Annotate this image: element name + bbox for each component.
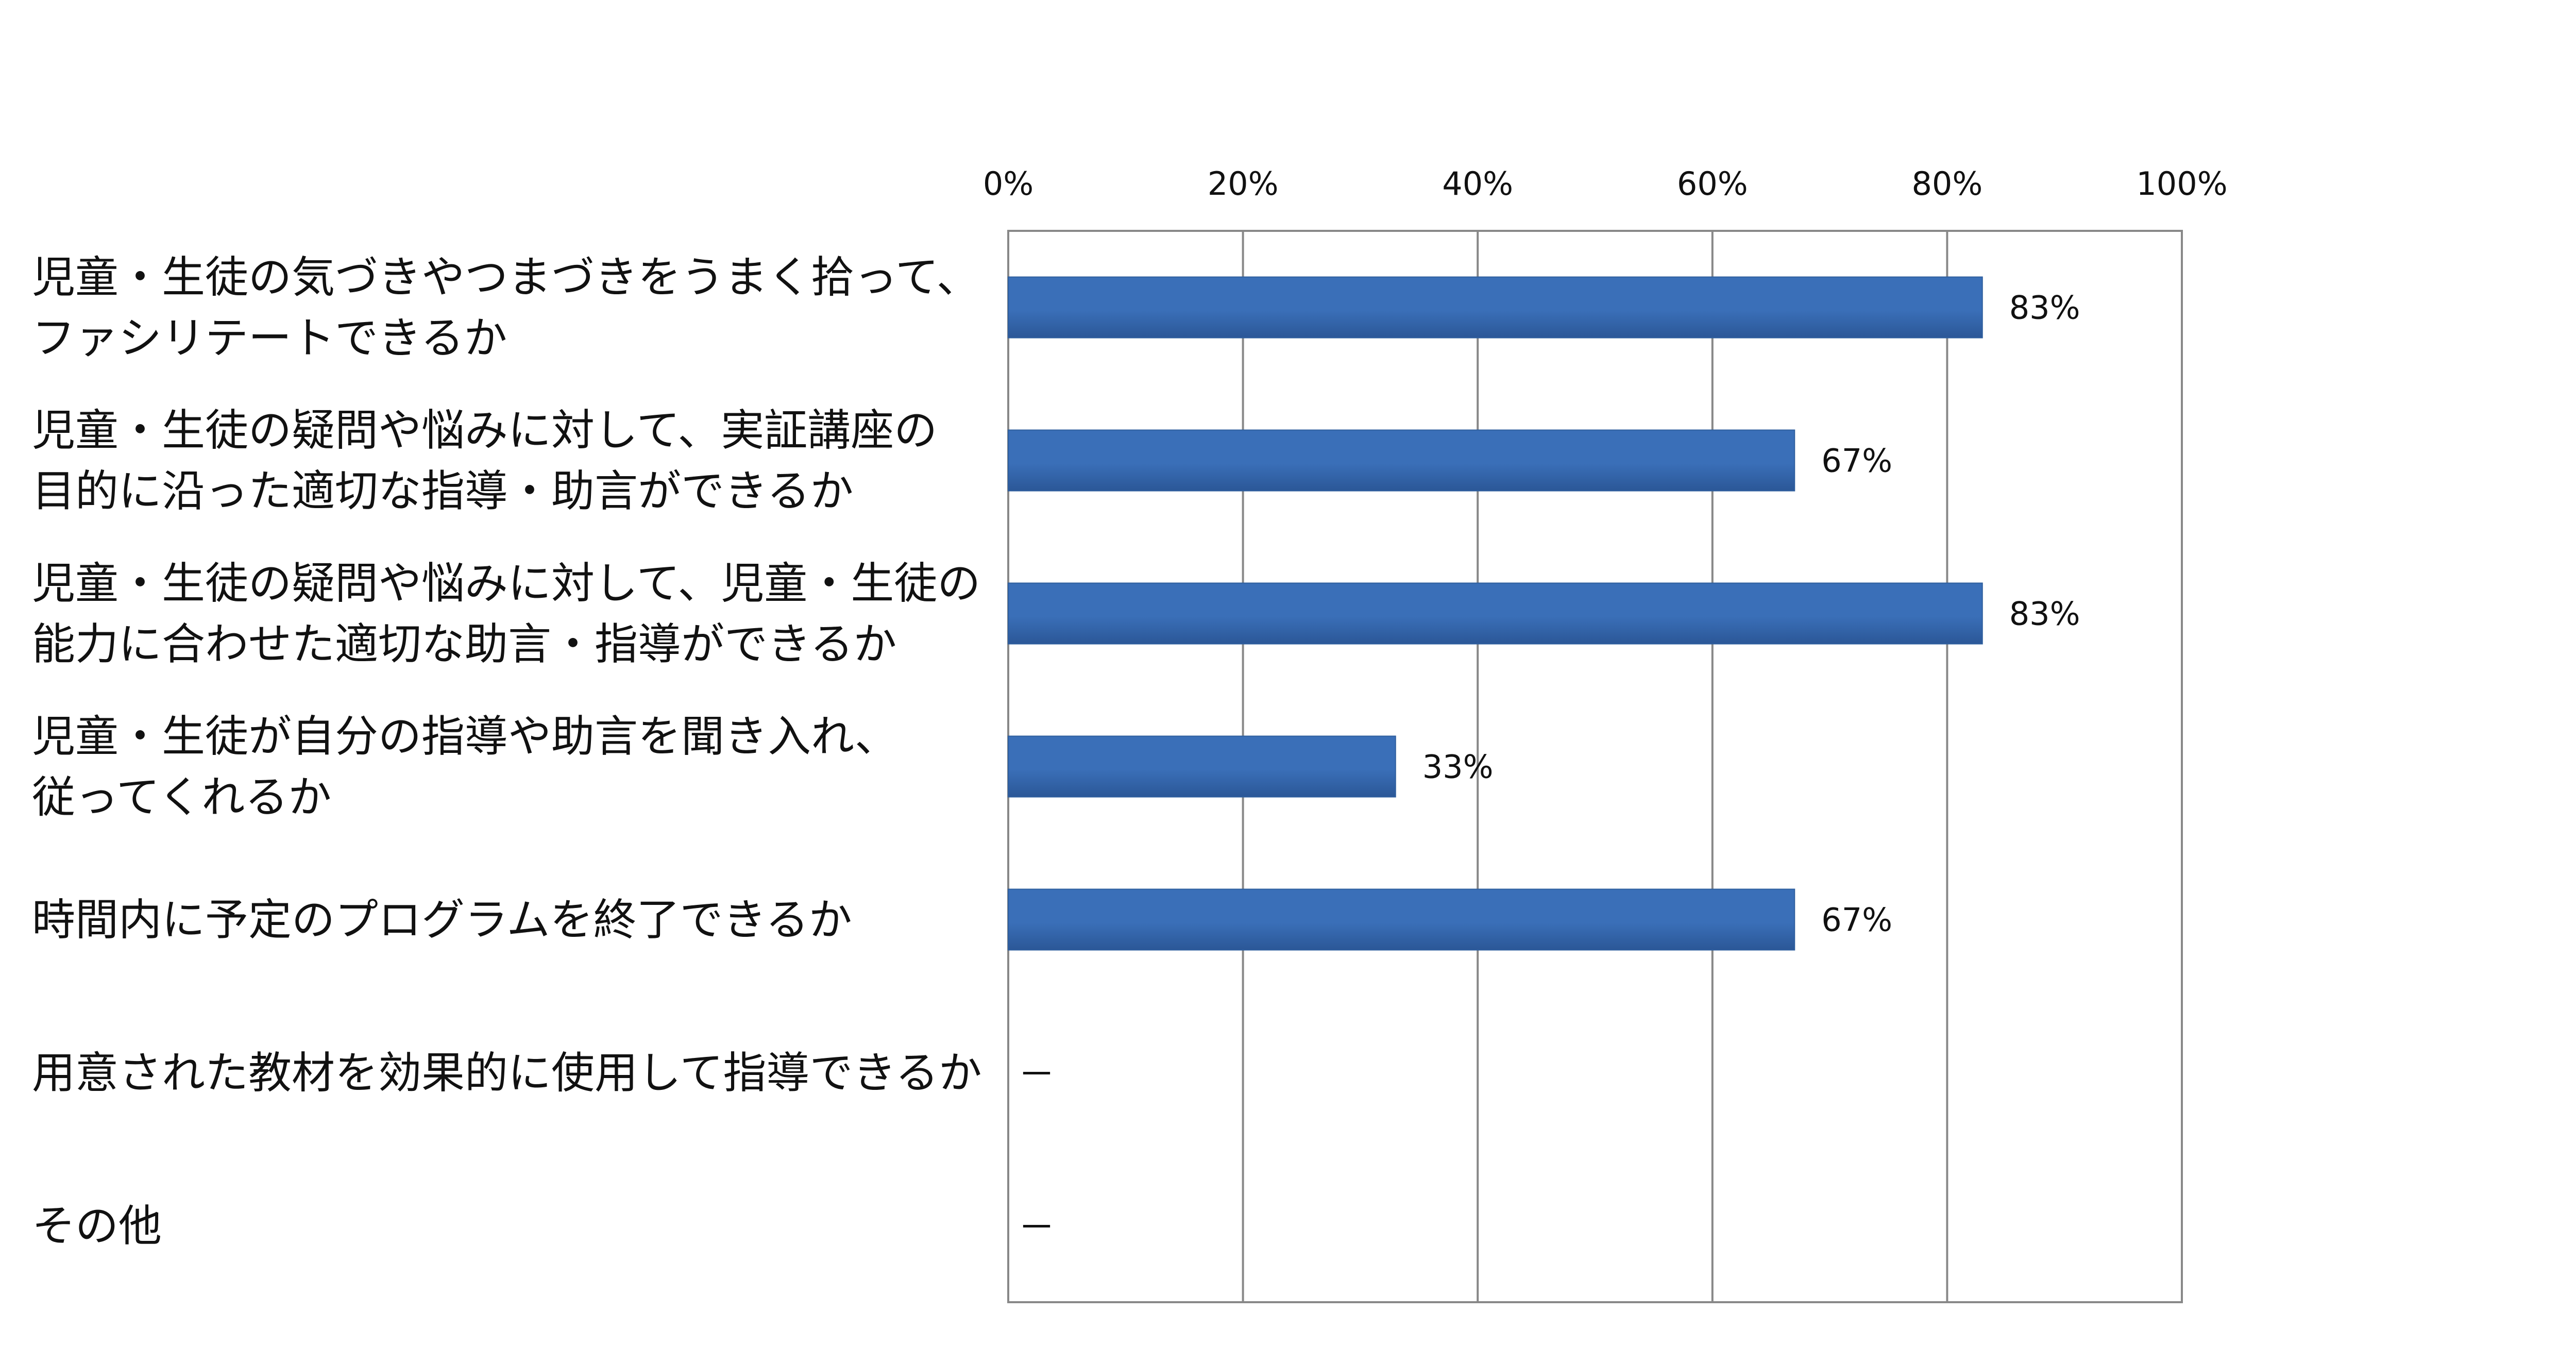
category-label-line: 児童・生徒の疑問や悩みに対して、児童・生徒の [32,558,981,609]
x-tick-label: 80% [1911,165,1982,203]
x-tick-label: 40% [1442,165,1513,203]
category-label-line: 用意された教材を効果的に使用して指導できるか [32,1047,982,1098]
x-tick-label: 0% [983,165,1033,203]
bar [1008,735,1396,798]
category-label: 児童・生徒の疑問や悩みに対して、児童・生徒の 能力に合わせた適切な助言・指導ができ… [32,553,985,675]
bar [1008,276,1983,339]
category-label-line: 児童・生徒が自分の指導や助言を聞き入れ、 [32,711,898,762]
category-label: その他 [32,1196,985,1256]
category-label-line: 能力に合わせた適切な助言・指導ができるか [32,618,897,669]
x-tick-label: 20% [1208,165,1279,203]
category-label-line: 時間内に予定のプログラムを終了できるか [32,894,852,945]
x-tick-label: 60% [1677,165,1748,203]
category-label-line: 児童・生徒の疑問や悩みに対して、実証講座の [32,405,938,456]
category-label-line: その他 [32,1200,162,1251]
category-label-line: 目的に沿った適切な指導・助言ができるか [32,465,854,516]
data-label: 67% [1821,901,1892,939]
bar [1008,888,1795,951]
category-label: 時間内に予定のプログラムを終了できるか [32,889,985,950]
category-label: 児童・生徒の気づきやつまづきをうまく拾って、 ファシリテートできるか [32,247,985,368]
x-tick-label: 100% [2136,165,2227,203]
data-label: 67% [1821,442,1892,480]
data-label: 83% [2009,595,2080,633]
category-label-line: ファシリテートできるか [32,312,507,363]
data-label: 83% [2009,289,2080,327]
bar [1008,429,1795,492]
category-label-line: 児童・生徒の気づきやつまづきをうまく拾って、 [32,251,980,302]
data-label: 33% [1422,748,1494,786]
category-label: 児童・生徒の疑問や悩みに対して、実証講座の 目的に沿った適切な指導・助言ができるか [32,400,985,521]
category-label: 用意された教材を効果的に使用して指導できるか [32,1042,985,1103]
category-label-line: 従ってくれるか [32,771,332,822]
data-label: － [1018,1206,1055,1249]
bar [1008,582,1983,645]
category-label: 児童・生徒が自分の指導や助言を聞き入れ、 従ってくれるか [32,706,985,828]
data-label: － [1018,1053,1055,1096]
